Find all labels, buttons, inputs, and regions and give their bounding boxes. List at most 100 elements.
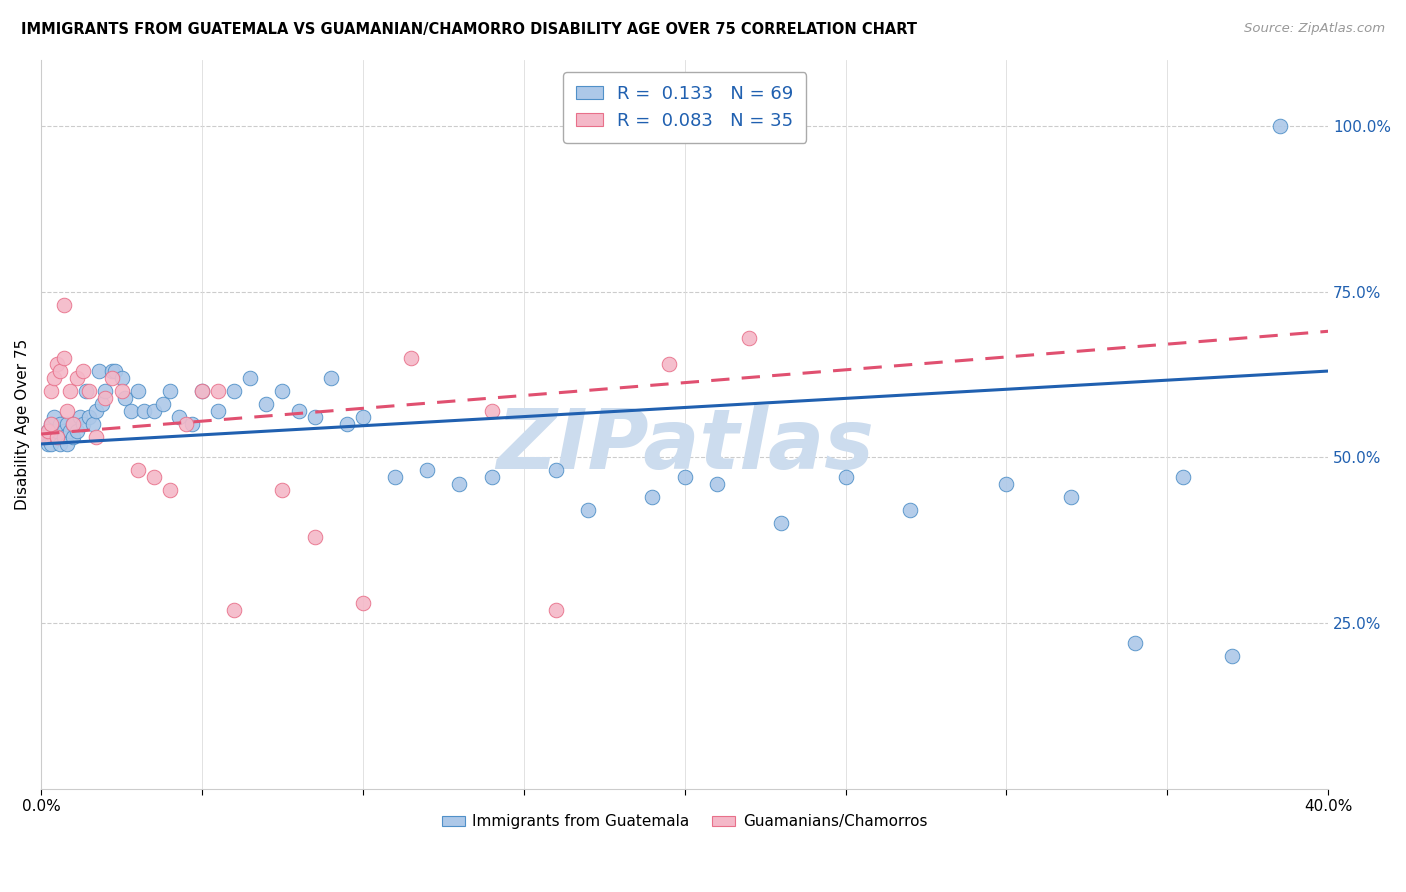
Point	[1173, 470, 1195, 484]
Point	[37, 424, 59, 438]
Point	[94, 391, 117, 405]
Point	[224, 384, 246, 398]
Point	[169, 410, 191, 425]
Point	[39, 384, 62, 398]
Point	[49, 437, 72, 451]
Point	[336, 417, 359, 431]
Point	[84, 404, 107, 418]
Point	[152, 397, 174, 411]
Point	[384, 470, 406, 484]
Point	[37, 437, 59, 451]
Point	[142, 404, 165, 418]
Point	[127, 463, 149, 477]
Text: ZIPatlas: ZIPatlas	[496, 406, 873, 486]
Point	[207, 404, 229, 418]
Point	[59, 424, 82, 438]
Point	[52, 351, 75, 365]
Point	[62, 430, 84, 444]
Point	[224, 602, 246, 616]
Point	[304, 530, 326, 544]
Y-axis label: Disability Age Over 75: Disability Age Over 75	[15, 338, 30, 509]
Point	[114, 391, 136, 405]
Point	[84, 430, 107, 444]
Point	[37, 424, 59, 438]
Point	[191, 384, 214, 398]
Point	[87, 364, 110, 378]
Point	[56, 404, 79, 418]
Point	[544, 463, 567, 477]
Point	[191, 384, 214, 398]
Point	[174, 417, 197, 431]
Point	[49, 364, 72, 378]
Point	[104, 364, 127, 378]
Point	[91, 397, 114, 411]
Point	[62, 417, 84, 431]
Point	[72, 364, 94, 378]
Point	[101, 370, 124, 384]
Text: Source: ZipAtlas.com: Source: ZipAtlas.com	[1244, 22, 1385, 36]
Point	[69, 410, 91, 425]
Point	[1268, 119, 1291, 133]
Point	[127, 384, 149, 398]
Point	[46, 430, 69, 444]
Point	[1220, 648, 1243, 663]
Point	[287, 404, 309, 418]
Point	[159, 384, 181, 398]
Legend: Immigrants from Guatemala, Guamanians/Chamorros: Immigrants from Guatemala, Guamanians/Ch…	[436, 808, 934, 836]
Point	[352, 410, 374, 425]
Point	[62, 417, 84, 431]
Point	[995, 476, 1018, 491]
Point	[46, 358, 69, 372]
Point	[834, 470, 856, 484]
Point	[1123, 636, 1146, 650]
Point	[42, 410, 65, 425]
Point	[56, 437, 79, 451]
Point	[271, 483, 294, 498]
Point	[59, 384, 82, 398]
Point	[39, 417, 62, 431]
Point	[34, 430, 56, 444]
Point	[673, 470, 696, 484]
Point	[207, 384, 229, 398]
Point	[39, 417, 62, 431]
Point	[352, 596, 374, 610]
Point	[142, 470, 165, 484]
Point	[641, 490, 664, 504]
Point	[34, 430, 56, 444]
Point	[79, 384, 101, 398]
Point	[239, 370, 262, 384]
Point	[42, 370, 65, 384]
Text: IMMIGRANTS FROM GUATEMALA VS GUAMANIAN/CHAMORRO DISABILITY AGE OVER 75 CORRELATI: IMMIGRANTS FROM GUATEMALA VS GUAMANIAN/C…	[21, 22, 917, 37]
Point	[75, 384, 97, 398]
Point	[49, 417, 72, 431]
Point	[65, 424, 87, 438]
Point	[706, 476, 728, 491]
Point	[52, 424, 75, 438]
Point	[399, 351, 422, 365]
Point	[82, 417, 104, 431]
Point	[319, 370, 342, 384]
Point	[898, 503, 921, 517]
Point	[304, 410, 326, 425]
Point	[52, 298, 75, 312]
Point	[46, 424, 69, 438]
Point	[416, 463, 439, 477]
Point	[79, 410, 101, 425]
Point	[101, 364, 124, 378]
Point	[52, 430, 75, 444]
Point	[159, 483, 181, 498]
Point	[449, 476, 471, 491]
Point	[481, 404, 503, 418]
Point	[56, 417, 79, 431]
Point	[46, 430, 69, 444]
Point	[132, 404, 155, 418]
Point	[94, 384, 117, 398]
Point	[254, 397, 277, 411]
Point	[657, 358, 679, 372]
Point	[271, 384, 294, 398]
Point	[110, 384, 132, 398]
Point	[576, 503, 599, 517]
Point	[72, 417, 94, 431]
Point	[65, 370, 87, 384]
Point	[120, 404, 142, 418]
